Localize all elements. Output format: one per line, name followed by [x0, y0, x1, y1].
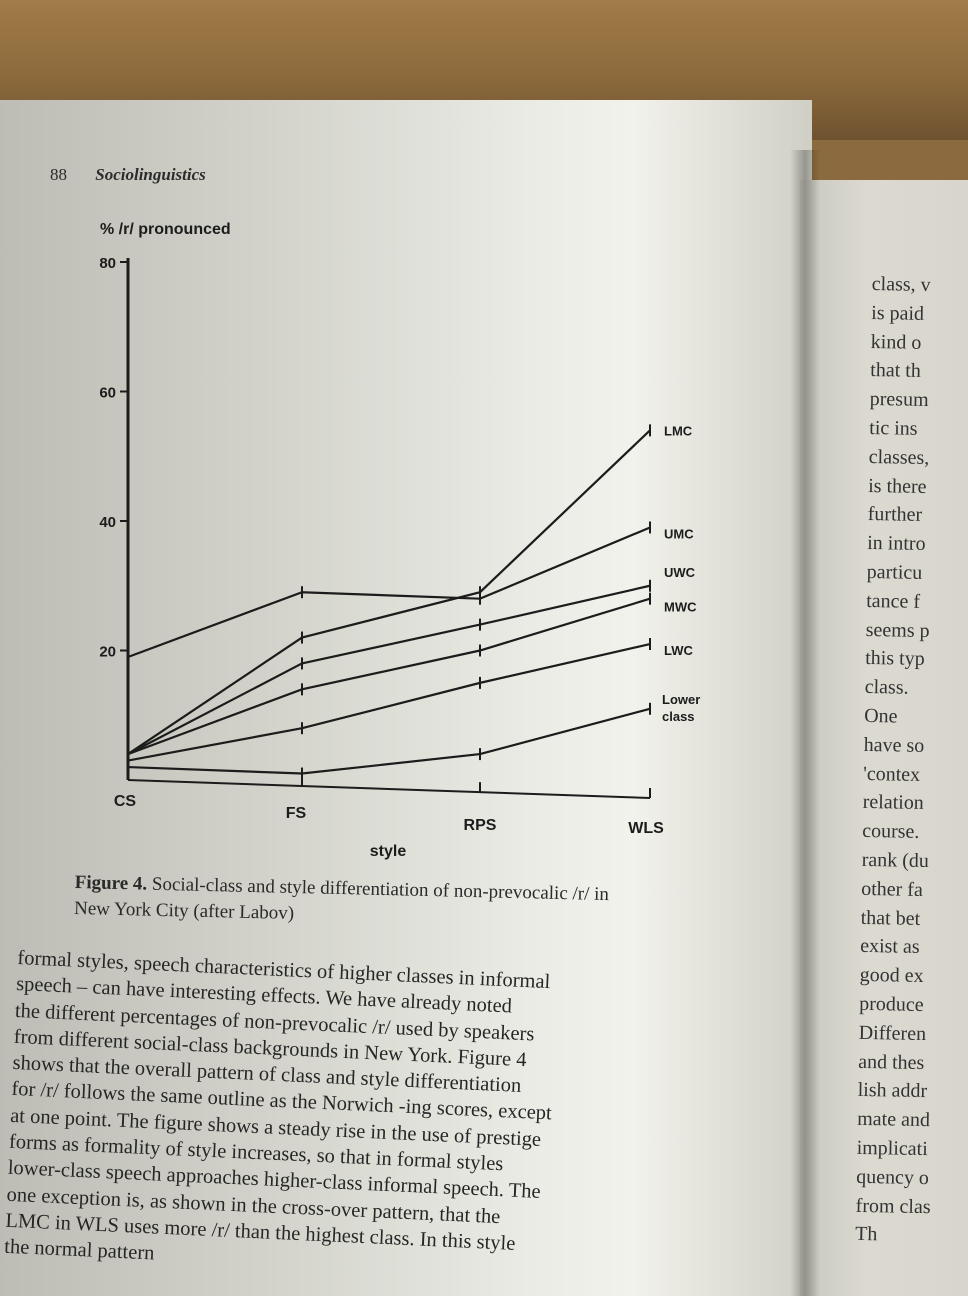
right-page-text-line: other fa: [861, 877, 924, 901]
y-axis-label: % /r/ pronounced: [100, 221, 231, 238]
left-book-page: [0, 100, 812, 1296]
y-tick-label: 60: [99, 385, 116, 402]
right-page-text-line: One: [864, 704, 898, 728]
right-page-text-line: this typ: [865, 647, 925, 671]
x-tick-label: WLS: [628, 820, 664, 837]
series-line-umc: [127, 526, 651, 659]
right-page-text-line: that bet: [860, 906, 921, 930]
right-page-text-line: presum: [869, 388, 929, 412]
series-label: class: [662, 709, 695, 724]
right-page-text-line: quency o: [855, 1165, 930, 1189]
series-label: Lower: [662, 692, 700, 707]
right-page-text-line: lish addr: [857, 1079, 928, 1103]
body-paragraph: formal styles, speech characteristics of…: [4, 945, 698, 1291]
series-line-lmc: [127, 429, 651, 756]
x-tick-label: CS: [114, 793, 137, 810]
book-gutter-shadow: [790, 150, 820, 1296]
right-page-text-line: classes,: [868, 445, 930, 469]
right-page-text-line: exist as: [860, 935, 920, 959]
right-page-text-line: that th: [870, 359, 921, 383]
right-page-text-line: tance f: [866, 589, 921, 613]
running-title: Sociolinguistics: [95, 165, 206, 184]
series-label: LWC: [664, 643, 693, 658]
y-tick-label: 80: [99, 255, 116, 272]
x-tick-label: RPS: [464, 817, 497, 834]
right-page-text-line: good ex: [859, 964, 924, 988]
figure-caption-text: Social-class and style differentiation o…: [73, 873, 610, 924]
right-page-text-line: Differen: [858, 1021, 927, 1045]
right-page-text-line: Th: [854, 1223, 878, 1246]
series-line-uwc: [127, 584, 651, 756]
right-page-text-line: relation: [862, 791, 924, 815]
right-page-text-line: have so: [863, 733, 925, 757]
series-label: UMC: [664, 526, 694, 541]
right-page-text-line: kind o: [870, 330, 922, 354]
series-label: UWC: [664, 565, 696, 580]
right-page-text-line: is there: [868, 474, 927, 498]
right-book-page: [800, 180, 968, 1296]
right-page-text-column: class, v is paid kind o that th presum tic in…: [855, 270, 968, 1251]
right-page-text-line: seems p: [865, 618, 930, 642]
x-tick-label: FS: [286, 805, 307, 822]
right-page-text-line: in intro: [867, 532, 926, 556]
right-page-text-line: mate and: [856, 1107, 931, 1132]
right-page-text-line: 'contex: [863, 762, 921, 786]
right-page-text-line: particu: [866, 560, 923, 584]
page-number: 88: [50, 165, 67, 184]
x-axis-line: [127, 779, 651, 799]
right-page-text-line: is paid: [871, 301, 925, 325]
right-page-text-line: tic ins: [869, 416, 918, 440]
right-page-text-line: from clas: [855, 1194, 931, 1218]
x-axis-label: style: [370, 843, 407, 860]
right-page-text-line: further: [867, 503, 923, 527]
right-page-text-line: implicati: [856, 1136, 928, 1161]
right-page-text-line: course.: [862, 820, 920, 844]
page-header: 88 Sociolinguistics: [50, 165, 206, 185]
right-page-text-line: rank (du: [861, 848, 930, 873]
right-page-text-line: class.: [864, 676, 909, 699]
figure-label: Figure 4.: [74, 871, 148, 895]
y-tick-label: 40: [99, 514, 116, 531]
right-page-text-line: produce: [858, 992, 924, 1016]
y-tick-label: 20: [99, 644, 116, 661]
series-label: MWC: [664, 600, 697, 615]
series-label: LMC: [664, 423, 693, 438]
right-page-text-line: class, v: [871, 272, 931, 297]
right-page-text-line: and thes: [857, 1050, 925, 1074]
series-line-mwc: [127, 597, 651, 756]
series-line-lwc: [127, 642, 651, 762]
series-line-lower-class: [127, 707, 651, 775]
